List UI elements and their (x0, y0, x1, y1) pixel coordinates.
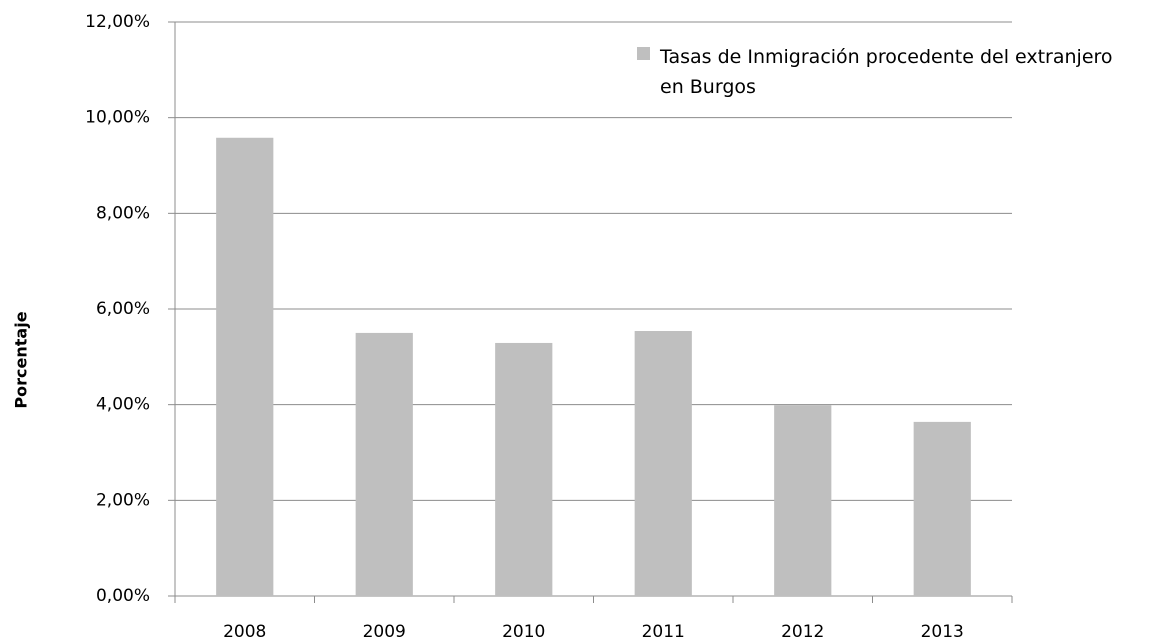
legend-label: Tasas de Inmigración procedente del extr… (660, 46, 1113, 98)
bar (634, 331, 692, 596)
x-tick-label: 2010 (502, 622, 545, 642)
y-tick-label: 2,00% (96, 490, 150, 510)
x-tick-label: 2011 (642, 622, 685, 642)
legend-key (637, 47, 650, 60)
x-tick-label: 2008 (223, 622, 266, 642)
x-tick-label: 2013 (921, 622, 964, 642)
y-tick-label: 8,00% (96, 203, 150, 223)
bar (355, 332, 413, 596)
y-tick-label: 4,00% (96, 395, 150, 415)
x-tick-label: 2009 (363, 622, 406, 642)
bar (495, 342, 553, 596)
bar (216, 137, 274, 597)
bar (913, 421, 971, 596)
y-tick-label: 10,00% (85, 108, 150, 128)
y-axis-label: Porcentaje (12, 311, 31, 408)
y-tick-label: 0,00% (96, 586, 150, 606)
y-tick-label: 6,00% (96, 299, 150, 319)
y-tick-label: 12,00% (85, 12, 150, 32)
bar (774, 405, 832, 596)
x-tick-label: 2012 (781, 622, 824, 642)
